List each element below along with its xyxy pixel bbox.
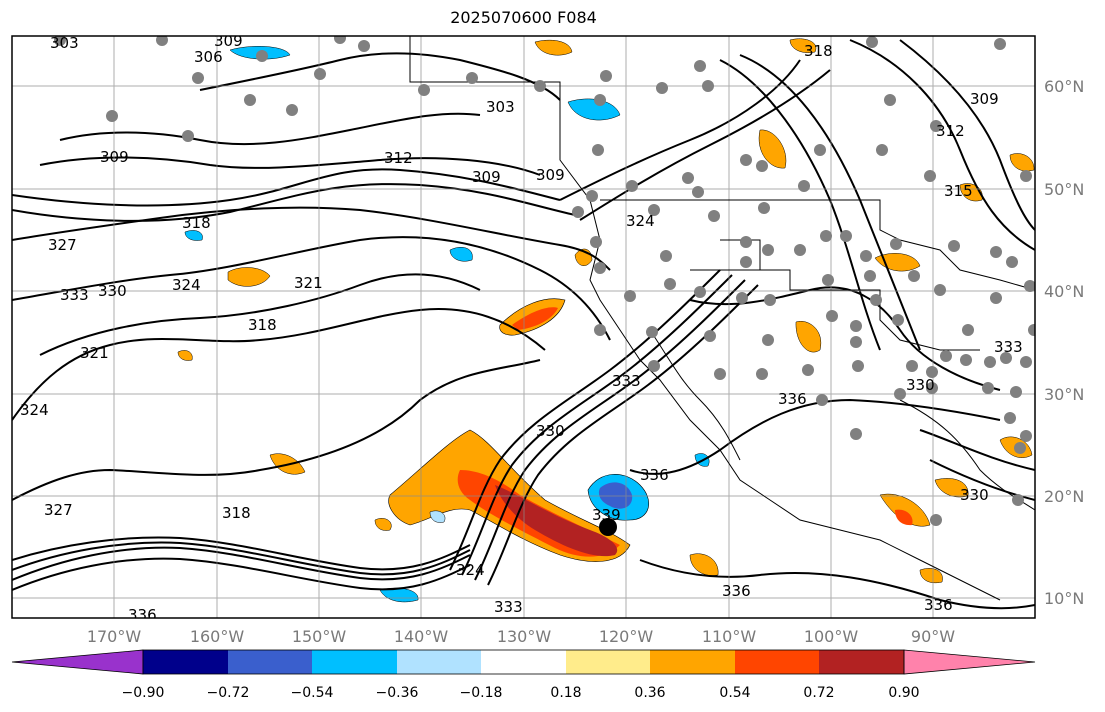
contour-label: 333 xyxy=(60,286,89,304)
colorbar-bin xyxy=(735,650,819,674)
colorbar-bin xyxy=(819,650,904,674)
contour-label: 324 xyxy=(626,212,655,230)
contour-label: 306 xyxy=(194,48,223,66)
lon-label: 140°W xyxy=(394,627,449,646)
colorbar-bin xyxy=(650,650,735,674)
lat-label: 10°N xyxy=(1044,589,1084,608)
lon-label: 130°W xyxy=(497,627,552,646)
lat-label: 50°N xyxy=(1044,180,1084,199)
colorbar-tick-label: 0.54 xyxy=(719,685,750,701)
colorbar-tick-label: 0.72 xyxy=(803,685,834,701)
contour-label: 309 xyxy=(970,90,999,108)
colorbar-tick-label: −0.18 xyxy=(460,685,503,701)
contour-lines xyxy=(12,39,1035,610)
contour-label: 312 xyxy=(936,122,965,140)
colorbar-bin xyxy=(397,650,481,674)
colorbar-tick-label: −0.90 xyxy=(122,685,165,701)
contour-label: 324 xyxy=(172,276,201,294)
contour-label: 318 xyxy=(182,214,211,232)
lon-label: 150°W xyxy=(292,627,347,646)
lon-label: 170°W xyxy=(87,627,142,646)
contour-label: 321 xyxy=(294,274,323,292)
contour-label: 318 xyxy=(804,42,833,60)
lon-label: 160°W xyxy=(190,627,245,646)
lat-label: 60°N xyxy=(1044,77,1084,96)
contour-label: 303 xyxy=(50,34,79,52)
colorbar: −0.90 −0.72 −0.54 −0.36 −0.18 0.18 0.36 … xyxy=(11,649,1036,701)
colorbar-bin xyxy=(312,650,397,674)
contour-label: 333 xyxy=(994,338,1023,356)
latitude-labels: 60°N 50°N 40°N 30°N 20°N 10°N xyxy=(1044,77,1084,608)
contour-label: 336 xyxy=(640,466,669,484)
contour-labels: 303 309 306 303 309 312 318 327 333 330 … xyxy=(20,32,1023,624)
contour-label: 327 xyxy=(48,236,77,254)
colorbar-max-extend xyxy=(903,649,1036,675)
contour-label: 327 xyxy=(44,501,73,519)
contour-label: 330 xyxy=(98,282,127,300)
anomaly-fills xyxy=(177,38,1035,603)
lat-label: 40°N xyxy=(1044,282,1084,301)
colorbar-bin xyxy=(566,650,650,674)
contour-label: 318 xyxy=(248,316,277,334)
contour-label: 318 xyxy=(222,504,251,522)
map-frame xyxy=(11,35,1036,619)
positive-anomaly-max xyxy=(495,485,618,557)
lat-label: 20°N xyxy=(1044,487,1084,506)
colorbar-tick-label: 0.36 xyxy=(634,685,665,701)
contour-label: 312 xyxy=(384,149,413,167)
map-gridlines xyxy=(12,36,1035,618)
lon-label: 120°W xyxy=(599,627,654,646)
contour-label: 339 xyxy=(592,506,621,524)
contour-label: 309 xyxy=(472,168,501,186)
colorbar-min-extend xyxy=(11,649,144,675)
contour-label: 324 xyxy=(20,401,49,419)
map-title: 2025070600 F084 xyxy=(450,8,597,27)
contour-label: 309 xyxy=(214,32,243,50)
colorbar-bin xyxy=(143,650,228,674)
lon-label: 100°W xyxy=(804,627,859,646)
contour-label: 333 xyxy=(494,598,523,616)
colorbar-tick-label: −0.36 xyxy=(376,685,419,701)
lon-label: 90°W xyxy=(911,627,955,646)
contour-label: 336 xyxy=(924,596,953,614)
contour-label: 321 xyxy=(80,344,109,362)
contour-label: 336 xyxy=(722,582,751,600)
lon-label: 110°W xyxy=(702,627,757,646)
colorbar-tick-label: 0.18 xyxy=(550,685,581,701)
colorbar-bin xyxy=(481,650,566,674)
longitude-labels: 170°W 160°W 150°W 140°W 130°W 120°W 110°… xyxy=(87,627,955,646)
contour-label: 315 xyxy=(944,182,973,200)
center-marker xyxy=(599,518,617,536)
colorbar-bin xyxy=(228,650,312,674)
lat-label: 30°N xyxy=(1044,385,1084,404)
contour-label: 336 xyxy=(128,606,157,624)
colorbar-tick-label: −0.54 xyxy=(291,685,334,701)
contour-label: 324 xyxy=(456,561,485,579)
contour-label: 309 xyxy=(100,148,129,166)
colorbar-tick-label: −0.72 xyxy=(207,685,250,701)
contour-label: 336 xyxy=(778,390,807,408)
station-markers xyxy=(54,36,1035,526)
contour-label: 303 xyxy=(486,98,515,116)
colorbar-tick-label: 0.90 xyxy=(888,685,919,701)
contour-label: 330 xyxy=(960,486,989,504)
contour-label: 330 xyxy=(906,376,935,394)
contour-label: 330 xyxy=(536,422,565,440)
contour-label: 309 xyxy=(536,166,565,184)
contour-label: 333 xyxy=(612,372,641,390)
